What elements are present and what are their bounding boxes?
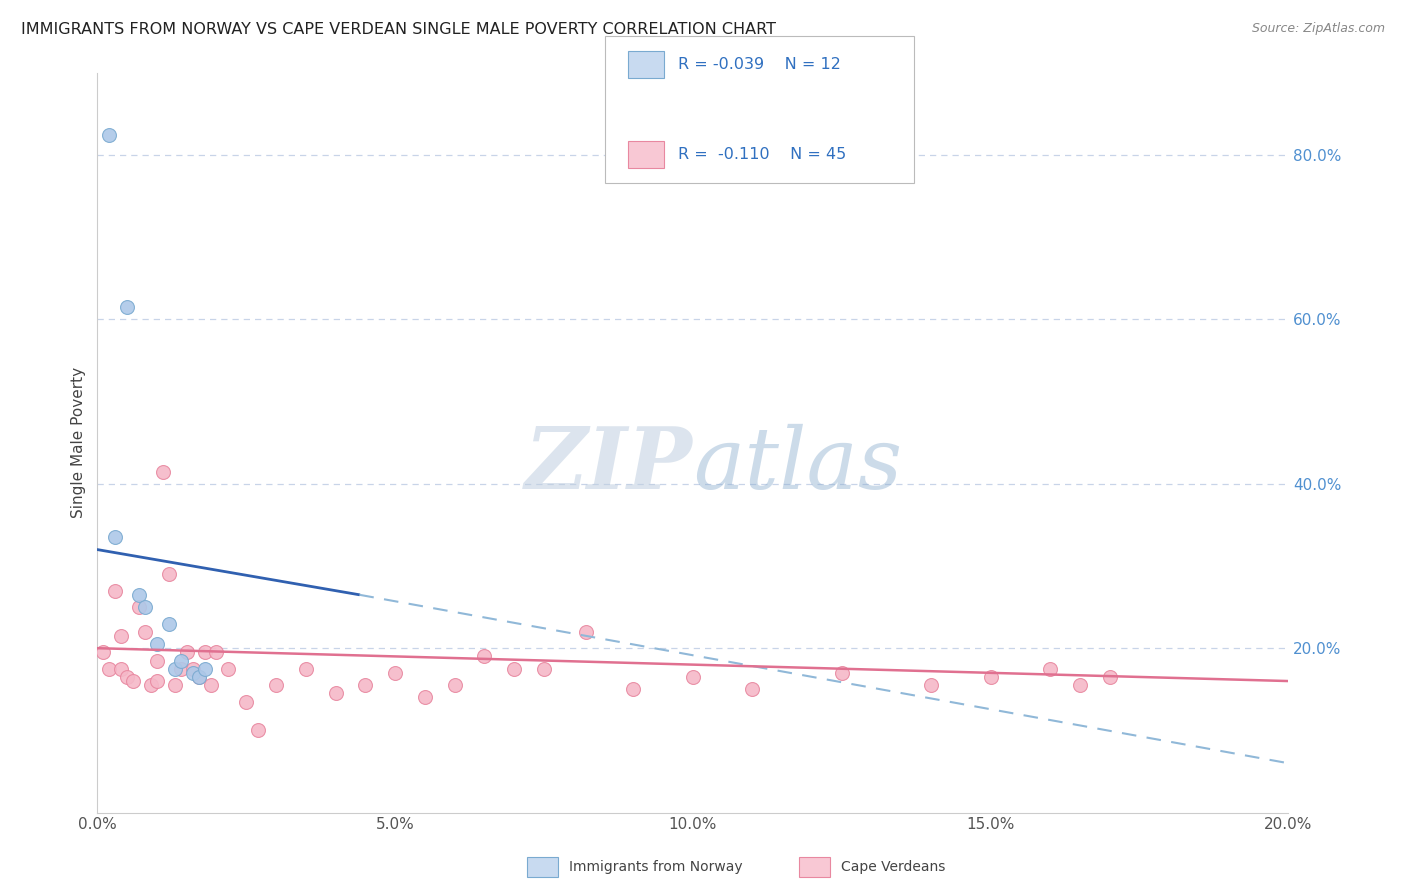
Point [139, 678, 162, 692]
Point [128, 588, 150, 602]
Point [325, 686, 347, 700]
Text: Immigrants from Norway: Immigrants from Norway [569, 860, 742, 874]
Text: atlas: atlas [693, 424, 903, 507]
Point [146, 637, 169, 651]
Point [831, 665, 853, 680]
Point [146, 653, 169, 667]
Point [104, 583, 127, 598]
Point [205, 645, 228, 659]
Point [91, 645, 114, 659]
Point [193, 645, 215, 659]
Point [115, 300, 138, 314]
Point [170, 662, 193, 676]
Text: Source: ZipAtlas.com: Source: ZipAtlas.com [1251, 22, 1385, 36]
Point [621, 682, 644, 697]
Text: IMMIGRANTS FROM NORWAY VS CAPE VERDEAN SINGLE MALE POVERTY CORRELATION CHART: IMMIGRANTS FROM NORWAY VS CAPE VERDEAN S… [21, 22, 776, 37]
Point [176, 645, 198, 659]
Point [134, 600, 156, 615]
Text: R =  -0.110    N = 45: R = -0.110 N = 45 [678, 146, 846, 161]
Point [443, 678, 465, 692]
Point [163, 678, 186, 692]
Point [110, 662, 132, 676]
Point [235, 695, 257, 709]
Point [115, 670, 138, 684]
Point [146, 674, 169, 689]
Text: R = -0.039    N = 12: R = -0.039 N = 12 [678, 57, 841, 72]
Point [110, 629, 132, 643]
Point [741, 682, 763, 697]
Point [264, 678, 287, 692]
Text: ZIP: ZIP [524, 423, 693, 507]
Point [98, 662, 121, 676]
Point [157, 616, 180, 631]
Point [980, 670, 1002, 684]
Point [122, 674, 145, 689]
Point [181, 662, 204, 676]
Point [152, 465, 174, 479]
Point [187, 670, 209, 684]
Point [193, 662, 215, 676]
Point [104, 530, 127, 544]
Point [1039, 662, 1062, 676]
Point [1098, 670, 1121, 684]
Point [294, 662, 316, 676]
Point [128, 600, 150, 615]
Point [217, 662, 239, 676]
Point [575, 624, 598, 639]
Point [384, 665, 406, 680]
Point [247, 723, 270, 738]
Point [134, 624, 156, 639]
Point [503, 662, 526, 676]
Text: Cape Verdeans: Cape Verdeans [841, 860, 945, 874]
Point [533, 662, 555, 676]
Point [98, 128, 121, 142]
Point [682, 670, 704, 684]
Point [413, 690, 436, 705]
Point [163, 662, 186, 676]
Point [170, 653, 193, 667]
Point [354, 678, 377, 692]
Point [474, 649, 496, 664]
Point [200, 678, 222, 692]
Y-axis label: Single Male Poverty: Single Male Poverty [72, 368, 86, 518]
Point [1069, 678, 1091, 692]
Point [187, 670, 209, 684]
Point [181, 665, 204, 680]
Point [920, 678, 942, 692]
Point [157, 567, 180, 582]
